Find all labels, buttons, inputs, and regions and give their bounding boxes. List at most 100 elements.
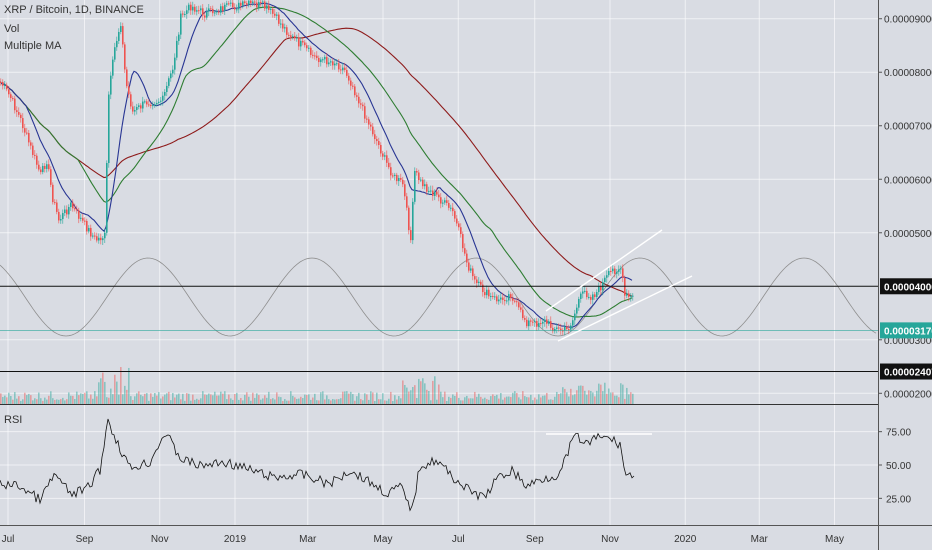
volume-bar [368, 399, 370, 404]
volume-bar [406, 387, 408, 404]
candle-body [414, 171, 416, 202]
rsi-tick-label: 75.00 [886, 428, 911, 439]
candle-body [130, 94, 132, 107]
volume-bar [110, 388, 112, 404]
candle-body [208, 8, 210, 12]
volume-bar [462, 400, 464, 404]
volume-bar [280, 397, 282, 404]
volume-bar [34, 398, 36, 404]
volume-bar [316, 400, 318, 404]
candle-body [364, 106, 366, 119]
candle-body [204, 15, 206, 18]
volume-bar [216, 395, 218, 404]
candle-body [488, 289, 490, 297]
volume-bar [332, 398, 334, 404]
volume-bar [198, 399, 200, 404]
volume-bar [44, 397, 46, 404]
candle-body [160, 100, 162, 102]
volume-bar [376, 392, 378, 404]
candle-body [338, 63, 340, 70]
candle-body [420, 179, 422, 181]
candle-body [502, 297, 504, 300]
volume-bar [530, 394, 532, 404]
candle-body [164, 92, 166, 96]
volume-bar [58, 399, 60, 404]
candle-body [168, 78, 170, 86]
candle-body [262, 1, 264, 3]
candle-body [162, 95, 164, 101]
volume-bar [612, 392, 614, 404]
candle-body [468, 262, 470, 271]
volume-bar [366, 394, 368, 404]
volume-bar [324, 399, 326, 404]
volume-bar [458, 397, 460, 404]
volume-bar [502, 399, 504, 404]
candle-body [272, 8, 274, 14]
volume-bar [382, 393, 384, 404]
volume-bar [576, 390, 578, 404]
volume-bar [274, 399, 276, 404]
volume-bar [144, 393, 146, 404]
candle-body [214, 12, 216, 14]
volume-bar [204, 394, 206, 404]
volume-bar [414, 385, 416, 404]
volume-bar [156, 395, 158, 404]
volume-bar [338, 399, 340, 404]
candle-body [632, 295, 634, 297]
volume-bar [574, 394, 576, 404]
candle-body [316, 55, 318, 58]
candle-body [540, 323, 542, 325]
price-label-box [880, 363, 932, 380]
candle-body [72, 202, 74, 209]
volume-bar [164, 394, 166, 404]
candle-body [94, 235, 96, 237]
candle-body [206, 11, 208, 18]
candle-body [610, 270, 612, 272]
candle-body [452, 207, 454, 212]
candle-body [354, 86, 356, 96]
volume-bar [258, 395, 260, 404]
volume-bar [446, 400, 448, 404]
volume-bar [580, 385, 582, 404]
volume-bar [374, 400, 376, 404]
candle-body [418, 172, 420, 181]
candle-body [172, 69, 174, 74]
candle-body [606, 275, 608, 278]
candle-body [58, 211, 60, 221]
volume-bar [202, 391, 204, 404]
volume-bar [500, 392, 502, 404]
time-tick-label: Mar [751, 534, 769, 545]
volume-bar [214, 391, 216, 404]
candle-body [4, 84, 6, 86]
volume-bar [424, 383, 426, 404]
volume-bar [186, 393, 188, 404]
candle-body [62, 213, 64, 220]
volume-bar [160, 398, 162, 404]
volume-bar [158, 392, 160, 404]
candle-body [286, 27, 288, 35]
volume-bar [392, 400, 394, 404]
volume-bar [622, 384, 624, 404]
candle-body [10, 94, 12, 99]
candle-body [512, 298, 514, 301]
candle-body [426, 184, 428, 192]
volume-bar [242, 400, 244, 404]
volume-bar [74, 398, 76, 404]
volume-bar [4, 395, 6, 404]
volume-bar [182, 393, 184, 404]
candle-body [52, 184, 54, 203]
price-tick-label: 0.00007000 [884, 122, 932, 133]
volume-bar [84, 392, 86, 404]
volume-bar [618, 397, 620, 404]
candle-body [80, 217, 82, 219]
candle-body [518, 302, 520, 308]
candle-body [412, 201, 414, 241]
time-tick-label: Nov [601, 534, 619, 545]
volume-bar [266, 397, 268, 404]
price-tick-label: 0.00008000 [884, 68, 932, 79]
volume-bar [98, 382, 100, 404]
volume-bar [174, 397, 176, 404]
volume-bar [418, 378, 420, 404]
volume-bar [356, 396, 358, 404]
